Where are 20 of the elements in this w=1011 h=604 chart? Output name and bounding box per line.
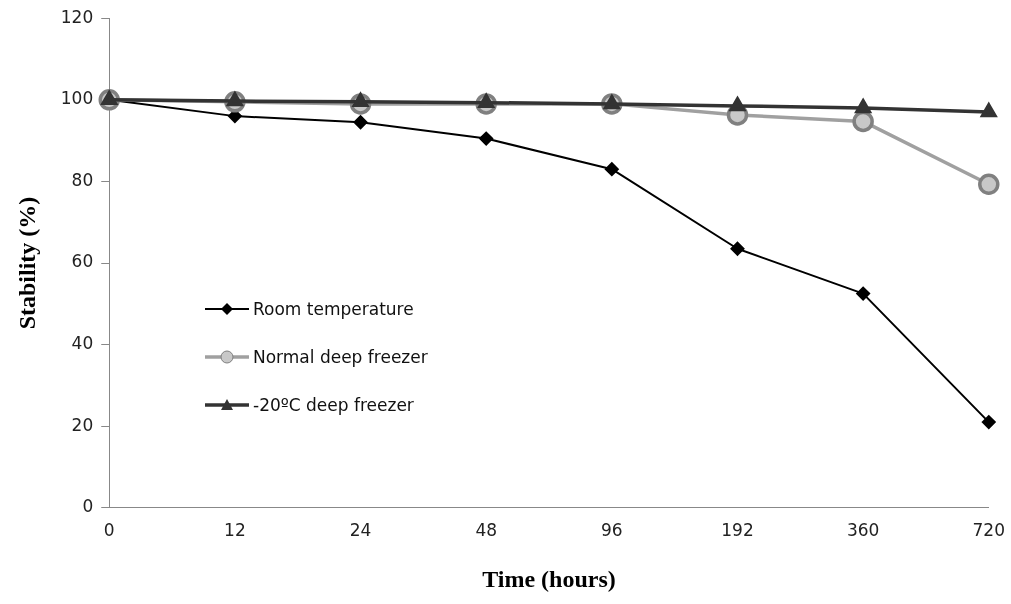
x-tick-label: 48 [475,520,498,541]
y-tick-label: 0 [82,496,94,517]
legend-label: -20ºC deep freezer [253,395,414,415]
legend-label: Room temperature [253,299,414,319]
legend-label: Normal deep freezer [253,347,428,367]
y-axis-title: Stability (%) [13,196,40,330]
x-tick-label: 360 [846,520,880,541]
y-tick-label: 60 [71,251,94,272]
x-tick-label: 0 [103,520,115,541]
x-tick-label: 24 [349,520,372,541]
x-tick-label: 96 [601,520,623,541]
y-tick-label: 40 [71,333,94,354]
y-tick-label: 120 [60,6,94,27]
x-tick-label: 192 [721,520,754,541]
y-tick-label: 20 [71,414,94,435]
y-tick-label: 80 [71,169,94,190]
y-tick-label: 100 [60,88,94,109]
x-tick-label: 720 [972,520,1005,541]
x-axis-title: Time (hours) [482,565,616,592]
x-tick-label: 12 [224,520,246,541]
